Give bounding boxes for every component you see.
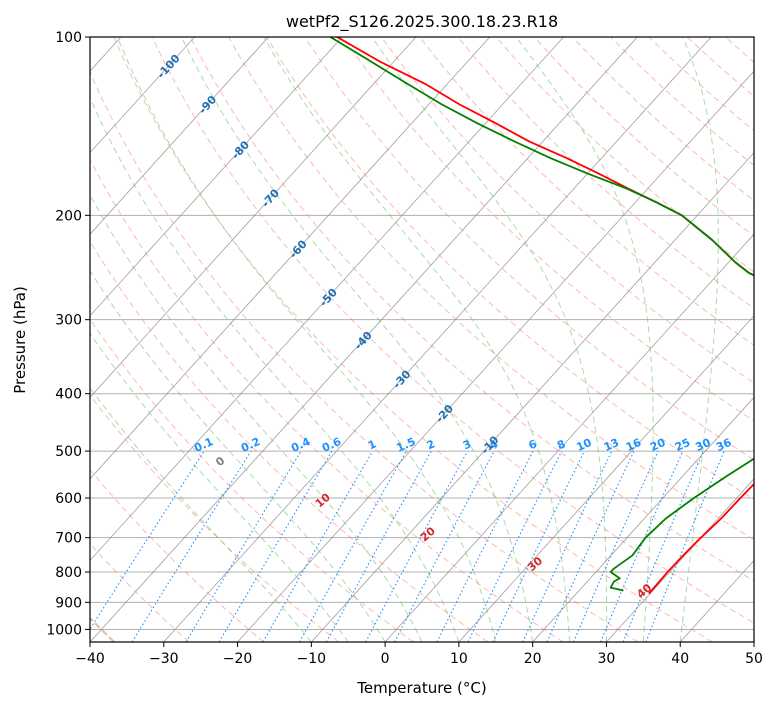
y-tick-label: 200: [55, 208, 82, 224]
mixing-ratio-label: 20: [648, 436, 668, 454]
isotherm-line: [532, 396, 754, 642]
x-tick-label: −20: [223, 651, 253, 667]
mixing-ratio-line: [365, 450, 469, 642]
isotherm-line: [90, 37, 417, 398]
chart-title: wetPf2_S126.2025.300.18.23.R18: [286, 12, 558, 32]
mixing-ratio-label: 10: [574, 436, 594, 454]
mixing-ratio-label: 30: [693, 436, 713, 454]
x-tick-label: −40: [75, 651, 105, 667]
isotherm-line: [90, 37, 195, 154]
dry-adiabat-line: [90, 158, 564, 642]
pressure-gridlines: [90, 37, 754, 630]
isotherm-line: [311, 152, 754, 642]
moist-adiabat-line: [181, 37, 534, 642]
y-tick-label: 300: [55, 313, 82, 329]
y-tick-label: 1000: [46, 622, 82, 638]
dry-adiabat-line: [151, 37, 754, 624]
x-tick-label: −10: [297, 651, 327, 667]
mixing-ratio-line: [436, 450, 534, 642]
y-tick-label: 500: [55, 444, 82, 460]
isotherm-line: [90, 37, 269, 235]
y-tick-label: 900: [55, 595, 82, 611]
isotherm-line: [90, 37, 564, 562]
profile-series: [329, 37, 754, 595]
moist-adiabat-line: [515, 37, 654, 642]
mixing-ratio-label: 25: [673, 436, 692, 454]
dry-adiabat-line: [113, 37, 713, 642]
x-tick-label: 50: [745, 651, 763, 667]
mixing-ratio-line: [325, 450, 432, 642]
isotherm-line: [237, 70, 754, 642]
isotherm-line: [90, 37, 491, 480]
mixing-ratio-line: [299, 450, 407, 642]
moist-adiabat-line: [679, 37, 719, 642]
x-tick-label: 30: [598, 651, 616, 667]
dry-adiabat-line: [419, 37, 754, 346]
mixing-ratio-line: [645, 450, 725, 642]
y-axis-title: Pressure (hPa): [11, 286, 29, 394]
moist-adiabat-line: [263, 37, 571, 642]
y-axis-ticks: 100 200 300 400 500 600 700 800 900 1000: [46, 30, 90, 638]
moist-adiabat-line: [90, 332, 349, 642]
isotherm-line: [163, 37, 712, 642]
plot-area: 0.1 0.2 0.4 0.6 1 1.5 2 3 4 6 8 10 13 16 20 25 30 36 -100…: [90, 37, 754, 642]
mixing-ratio-lines: 0.1 0.2 0.4 0.6 1 1.5 2 3 4 6 8 10 13 16 20 25 30 36: [90, 435, 734, 642]
mixing-ratio-label: 16: [624, 436, 644, 454]
mixing-ratio-line: [546, 450, 635, 642]
mixing-ratio-line: [622, 450, 705, 642]
dry-adiabat-line: [457, 37, 754, 309]
mixing-ratio-line: [467, 450, 563, 642]
y-tick-label: 100: [55, 30, 82, 46]
y-tick-label: 700: [55, 531, 82, 547]
moist-adiabat-line: [90, 387, 312, 642]
y-tick-label: 800: [55, 565, 82, 581]
isotherm-line: [90, 37, 343, 317]
mixing-ratio-line: [573, 450, 659, 642]
x-tick-label: −30: [149, 651, 179, 667]
temperature-profile-line: [336, 37, 754, 595]
isotherm-line: [384, 233, 754, 642]
dry-adiabat-line: [90, 543, 190, 642]
x-tick-label: 0: [381, 651, 390, 667]
dry-adiabat-line: [90, 469, 265, 642]
moist-adiabat-line: [90, 269, 386, 642]
plot-frame: [89, 36, 755, 643]
x-axis-title: Temperature (°C): [356, 679, 486, 697]
mixing-ratio-line: [90, 450, 205, 631]
dewpoint-profile-line: [329, 37, 754, 592]
mixing-ratio-line: [185, 450, 302, 642]
isotherm-line: [90, 37, 638, 642]
mixing-ratio-label: 36: [714, 436, 734, 454]
isotherm-lines: [90, 37, 754, 642]
dry-adiabat-line: [90, 394, 339, 642]
x-tick-label: 20: [524, 651, 542, 667]
moist-adiabat-line: [371, 37, 608, 642]
isotherm-line: [458, 315, 754, 642]
mixing-ratio-label: 13: [602, 436, 621, 454]
mixing-ratio-line: [600, 450, 684, 642]
x-tick-label: 40: [671, 651, 689, 667]
dry-adiabat-line: [90, 240, 489, 642]
x-axis-ticks: −40 −30 −20 −10 0 10 20 30 40 50: [75, 642, 763, 667]
y-tick-label: 600: [55, 491, 82, 507]
moist-adiabat-line: [116, 37, 497, 642]
moist-adiabat-lines: [90, 37, 719, 642]
x-tick-label: 10: [450, 651, 468, 667]
y-tick-label: 400: [55, 387, 82, 403]
dry-adiabat-lines: [90, 37, 754, 642]
moist-adiabat-line: [90, 96, 460, 642]
